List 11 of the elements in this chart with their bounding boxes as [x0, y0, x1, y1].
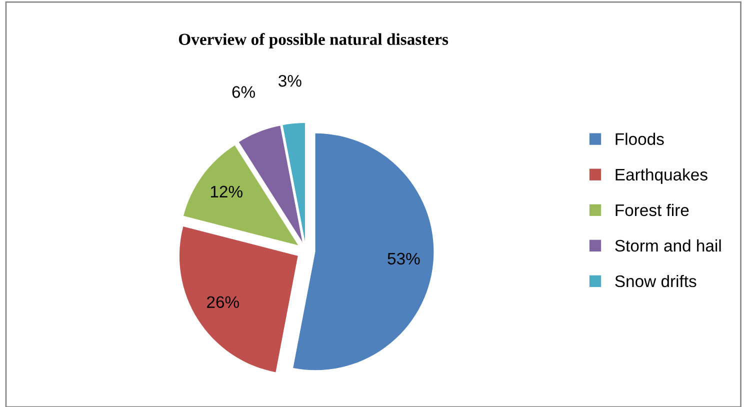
data-label: 26% — [207, 296, 239, 308]
legend-label: Snow drifts — [615, 274, 696, 288]
legend-label: Earthquakes — [616, 168, 708, 184]
data-label: 6% — [232, 86, 255, 98]
legend-label: Storm and hail — [615, 239, 721, 252]
chart-title: Overview of possible natural disasters — [178, 33, 448, 48]
data-label: 53% — [388, 252, 420, 265]
data-label: 3% — [278, 74, 302, 87]
legend-label: Floods — [616, 132, 664, 146]
legend-label: Forest fire — [616, 204, 689, 216]
data-label: 12% — [210, 186, 242, 198]
